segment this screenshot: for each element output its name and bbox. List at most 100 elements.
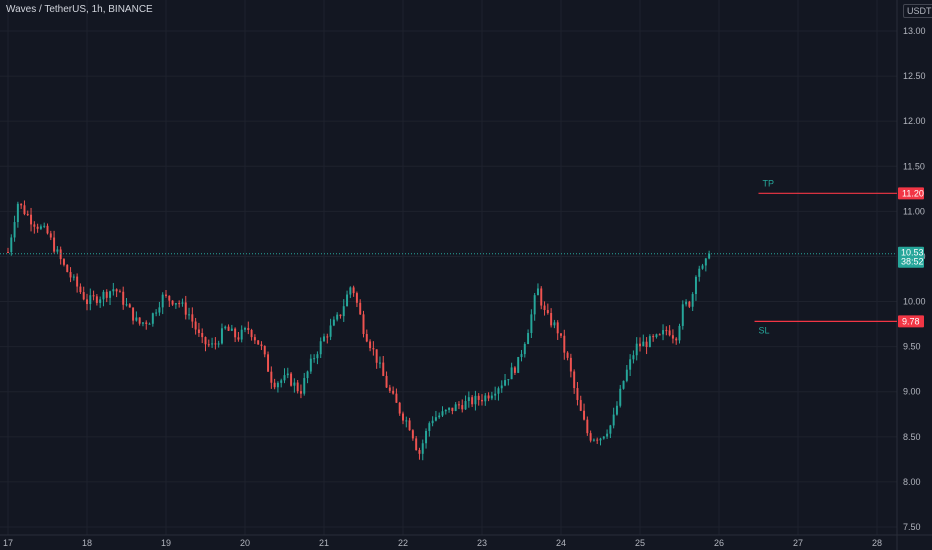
- level-price-tag-tp: [898, 187, 924, 200]
- candle-body: [500, 385, 503, 389]
- candle-body: [434, 417, 437, 421]
- candle-body: [194, 321, 197, 330]
- candle-body: [566, 352, 569, 358]
- candle-body: [375, 349, 378, 363]
- candle-body: [276, 382, 279, 388]
- candle-body: [550, 313, 553, 326]
- candle-body: [316, 354, 319, 359]
- candle-body: [290, 373, 293, 386]
- candle-body: [342, 306, 345, 317]
- x-tick-label: 24: [556, 538, 566, 548]
- candle-body: [642, 341, 645, 347]
- currency-unit-badge[interactable]: USDT: [903, 4, 932, 18]
- candle-body: [652, 336, 655, 338]
- candle-body: [678, 325, 681, 341]
- candle-body: [415, 438, 418, 451]
- y-tick-label: 10.00: [903, 297, 926, 307]
- candle-body: [267, 354, 270, 372]
- bar-countdown: 38:52: [901, 257, 924, 267]
- x-tick-label: 22: [398, 538, 408, 548]
- current-price-tag: [898, 246, 924, 268]
- candle-body: [230, 328, 233, 331]
- candle-body: [474, 395, 477, 405]
- x-tick-label: 26: [714, 538, 724, 548]
- candle-body: [675, 338, 678, 341]
- candle-body: [49, 233, 52, 238]
- candle-body: [655, 334, 658, 338]
- candle-body: [540, 288, 543, 306]
- level-label-tp: TP: [763, 178, 775, 188]
- candle-body: [72, 276, 75, 278]
- candle-body: [576, 388, 579, 401]
- candle-body: [174, 303, 177, 305]
- candle-body: [244, 328, 246, 330]
- candle-body: [487, 395, 490, 399]
- candle-body: [569, 357, 572, 372]
- candle-body: [530, 314, 533, 334]
- candle-body: [138, 317, 141, 324]
- candle-body: [122, 291, 125, 305]
- candle-body: [438, 415, 441, 418]
- candle-body: [625, 369, 628, 381]
- candle-body: [494, 393, 497, 396]
- candle-body: [280, 380, 283, 383]
- candle-body: [16, 203, 19, 223]
- candle-body: [402, 413, 404, 421]
- candle-body: [543, 305, 546, 311]
- candle-body: [7, 251, 9, 253]
- candle-body: [214, 343, 217, 345]
- x-tick-label: 21: [319, 538, 329, 548]
- candle-body: [145, 322, 148, 325]
- x-tick-label: 27: [793, 538, 803, 548]
- candle-body: [10, 237, 13, 253]
- candle-body: [105, 291, 108, 298]
- candle-body: [612, 414, 615, 426]
- candle-body: [536, 288, 539, 296]
- candle-body: [306, 371, 309, 379]
- candle-body: [513, 367, 516, 373]
- candle-body: [346, 294, 349, 307]
- candle-body: [398, 402, 401, 414]
- candle-body: [615, 405, 618, 415]
- candle-body: [395, 393, 398, 403]
- x-tick-label: 20: [240, 538, 250, 548]
- candle-body: [109, 291, 112, 298]
- candle-body: [527, 333, 530, 344]
- candle-body: [240, 329, 243, 340]
- candle-body: [428, 423, 431, 431]
- candle-body: [250, 329, 253, 338]
- candle-body: [454, 404, 457, 411]
- candle-body: [382, 362, 385, 376]
- candle-body: [599, 438, 602, 441]
- candle-body: [95, 296, 98, 303]
- candle-body: [293, 382, 296, 386]
- y-tick-label: 13.00: [903, 26, 926, 36]
- candle-body: [53, 237, 56, 252]
- candle-body: [178, 303, 181, 305]
- candle-body: [309, 358, 312, 372]
- candle-body: [464, 401, 467, 410]
- candle-body: [602, 436, 605, 439]
- candle-body: [425, 430, 428, 444]
- candle-body: [89, 295, 92, 305]
- candle-body: [79, 286, 82, 293]
- candle-body: [99, 299, 102, 303]
- candle-body: [639, 343, 641, 347]
- candle-body: [23, 205, 26, 215]
- candle-body: [165, 294, 167, 296]
- candle-body: [207, 344, 210, 346]
- candle-body: [211, 343, 214, 345]
- candle-body: [188, 314, 191, 316]
- time-axis[interactable]: 17 18 19 20 21 22 23 24 25 26 27 28: [3, 538, 882, 548]
- candle-body: [431, 420, 434, 424]
- y-tick-label: 9.50: [903, 342, 921, 352]
- candle-body: [355, 293, 358, 303]
- price-axis[interactable]: 13.0012.5012.0011.5011.0010.5010.009.509…: [903, 26, 926, 532]
- candle-body: [622, 380, 625, 389]
- candle-body: [191, 314, 194, 322]
- candle-body: [161, 294, 164, 308]
- candle-body: [237, 337, 240, 340]
- candle-body: [388, 387, 391, 391]
